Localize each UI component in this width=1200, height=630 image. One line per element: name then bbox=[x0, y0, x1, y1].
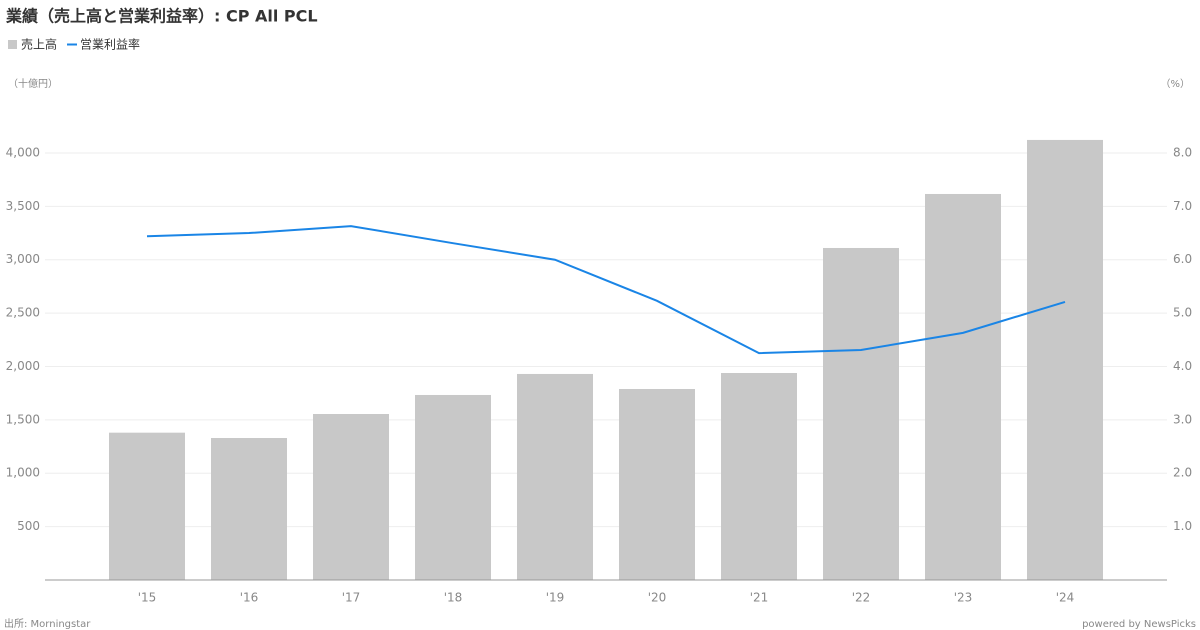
y2-tick-label: 6.0 bbox=[1173, 252, 1192, 266]
chart-title: 業績（売上高と営業利益率）: CP All PCL bbox=[5, 7, 318, 26]
y2-axis-label: （%） bbox=[1160, 78, 1190, 90]
legend-label: 売上高 bbox=[21, 37, 57, 52]
y2-tick-label: 3.0 bbox=[1173, 412, 1192, 426]
legend-label: 営業利益率 bbox=[80, 37, 140, 52]
bar bbox=[517, 373, 593, 580]
x-tick-label: '21 bbox=[750, 591, 769, 605]
x-tick-label: '17 bbox=[342, 591, 361, 605]
y2-tick-label: 2.0 bbox=[1173, 466, 1192, 480]
bar bbox=[415, 394, 491, 580]
x-tick-label: '16 bbox=[240, 591, 259, 605]
bar bbox=[1027, 139, 1103, 580]
bar bbox=[109, 432, 185, 580]
y2-tick-label: 7.0 bbox=[1173, 199, 1192, 213]
y2-tick-label: 4.0 bbox=[1173, 359, 1192, 373]
y2-tick-label: 8.0 bbox=[1173, 145, 1192, 159]
y2-tick-label: 1.0 bbox=[1173, 519, 1192, 533]
y-tick-label: 1,500 bbox=[6, 412, 40, 426]
x-tick-label: '24 bbox=[1056, 591, 1075, 605]
bar bbox=[721, 373, 797, 580]
y-tick-label: 1,000 bbox=[6, 466, 40, 480]
y-tick-label: 2,500 bbox=[6, 306, 40, 320]
x-tick-label: '23 bbox=[954, 591, 973, 605]
bar bbox=[925, 193, 1001, 580]
bar bbox=[211, 438, 287, 580]
x-tick-label: '22 bbox=[852, 591, 871, 605]
line bbox=[146, 225, 1066, 355]
y2-tick-label: 5.0 bbox=[1173, 306, 1192, 320]
y-tick-label: 500 bbox=[17, 519, 40, 533]
credit: powered by NewsPicks bbox=[1082, 619, 1196, 630]
bar bbox=[619, 389, 695, 580]
bar bbox=[823, 247, 899, 580]
x-tick-label: '15 bbox=[138, 591, 157, 605]
source: 出所: Morningstar bbox=[4, 617, 91, 630]
y-axis-label: （十億円） bbox=[8, 77, 58, 90]
y-tick-label: 3,000 bbox=[6, 252, 40, 266]
legend-swatch bbox=[8, 40, 17, 49]
x-tick-label: '20 bbox=[648, 591, 667, 605]
y-tick-label: 2,000 bbox=[6, 359, 40, 373]
y-tick-label: 3,500 bbox=[6, 199, 40, 213]
y-tick-label: 4,000 bbox=[6, 145, 40, 159]
x-tick-label: '18 bbox=[444, 591, 463, 605]
x-tick-label: '19 bbox=[546, 591, 565, 605]
bar bbox=[313, 413, 389, 580]
